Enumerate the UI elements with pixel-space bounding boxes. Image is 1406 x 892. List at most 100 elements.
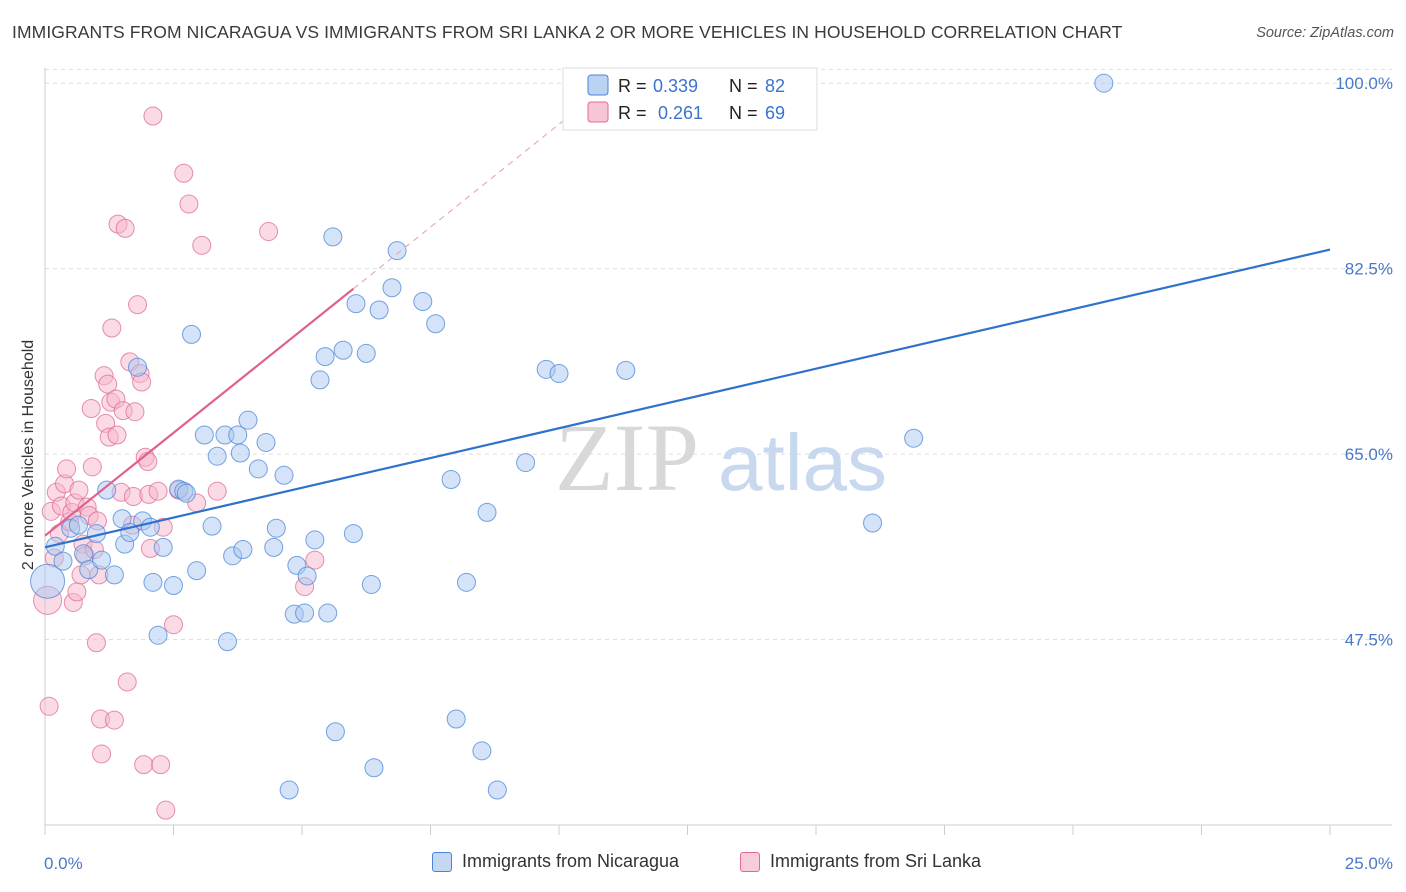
sri-lanka-point-45 <box>125 402 145 422</box>
sri-lanka-point-51 <box>138 452 158 472</box>
nicaragua-trend-line <box>44 248 1331 549</box>
legend-n-label-1: N = <box>729 76 758 96</box>
nicaragua-point-58 <box>369 300 389 320</box>
nicaragua-point-62 <box>426 314 446 334</box>
nicaragua-point-40 <box>274 465 294 485</box>
nicaragua-point-34 <box>233 539 253 559</box>
nicaragua-point-51 <box>325 722 345 742</box>
y-tick-label-0: 47.5% <box>1345 631 1393 650</box>
sri-lanka-point-54 <box>143 106 163 126</box>
nicaragua-point-68 <box>487 780 507 800</box>
sri-lanka-point-46 <box>128 295 148 315</box>
nicaragua-point-26 <box>194 425 214 445</box>
nicaragua-point-4 <box>68 515 88 535</box>
nicaragua-point-75 <box>1094 73 1114 93</box>
sri-lanka-point-41 <box>117 672 137 692</box>
nicaragua-point-2 <box>53 551 73 571</box>
sri-lanka-point-1 <box>39 696 59 716</box>
legend-r-value-1: 0.339 <box>653 76 698 96</box>
nicaragua-point-52 <box>333 340 353 360</box>
sri-lanka-point-49 <box>134 755 154 775</box>
nicaragua-point-35 <box>238 410 258 430</box>
sri-lanka-point-33 <box>102 318 122 338</box>
nicaragua-point-47 <box>310 370 330 390</box>
nicaragua-point-20 <box>164 576 183 596</box>
sri-lanka-point-66 <box>259 222 279 242</box>
sri-lanka-trend-extension <box>353 115 570 290</box>
legend-item-nicaragua: Immigrants from Nicaragua <box>432 851 679 872</box>
sri-lanka-point-36 <box>107 425 127 445</box>
y-tick-labels: 47.5% 65.0% 82.5% 100.0% <box>1335 74 1393 649</box>
sri-lanka-point-56 <box>151 755 171 775</box>
sri-lanka-point-59 <box>164 615 183 635</box>
nicaragua-point-60 <box>387 241 407 261</box>
legend-n-label-2: N = <box>729 103 758 123</box>
nicaragua-point-61 <box>413 291 433 311</box>
y-tick-label-1: 65.0% <box>1345 445 1393 464</box>
trend-lines <box>44 115 1331 549</box>
nicaragua-point-38 <box>264 537 284 557</box>
nicaragua-point-72 <box>616 360 636 380</box>
sri-lanka-point-68 <box>305 550 325 570</box>
nicaragua-point-9 <box>97 480 117 500</box>
nicaragua-point-59 <box>382 278 402 298</box>
sri-lanka-point-62 <box>179 194 199 214</box>
legend-swatch-nicaragua-bottom <box>432 851 452 872</box>
sri-lanka-point-40 <box>115 218 135 238</box>
sri-lanka-point-34 <box>104 710 124 730</box>
legend-swatch-sri-lanka <box>587 101 609 123</box>
nicaragua-point-45 <box>297 566 317 586</box>
nicaragua-point-63 <box>441 470 461 490</box>
legend-label-nicaragua: Immigrants from Nicaragua <box>462 851 680 871</box>
nicaragua-point-65 <box>456 572 476 592</box>
sri-lanka-point-23 <box>86 633 106 653</box>
nicaragua-point-6 <box>79 560 99 580</box>
sri-lanka-point-58 <box>156 800 176 820</box>
nicaragua-point-24 <box>181 324 201 344</box>
chart-title: IMMIGRANTS FROM NICARAGUA VS IMMIGRANTS … <box>12 22 1123 42</box>
nicaragua-point-23 <box>176 483 196 503</box>
sri-lanka-point-30 <box>98 374 118 394</box>
nicaragua-point-17 <box>143 572 163 592</box>
nicaragua-point-0 <box>30 563 66 599</box>
sri-lanka-point-27 <box>92 744 112 764</box>
sri-lanka-point-8 <box>57 459 77 479</box>
nicaragua-point-74 <box>904 428 924 448</box>
nicaragua-point-64 <box>446 709 466 729</box>
nicaragua-point-5 <box>74 544 94 564</box>
nicaragua-point-18 <box>148 625 168 645</box>
nicaragua-point-69 <box>516 453 536 473</box>
nicaragua-point-73 <box>863 513 883 533</box>
legend-r-label-2: R = <box>618 103 647 123</box>
x-tick-labels: 0.0% 25.0% <box>44 854 1393 873</box>
y-tick-label-2: 82.5% <box>1345 260 1393 279</box>
legend-item-sri-lanka: Immigrants from Sri Lanka <box>740 851 981 872</box>
nicaragua-point-44 <box>295 603 315 623</box>
watermark-atlas: atlas <box>718 418 887 507</box>
watermark-zip: ZIP <box>555 404 699 511</box>
nicaragua-point-50 <box>323 227 343 247</box>
nicaragua-point-53 <box>343 524 363 544</box>
nicaragua-point-54 <box>346 294 366 314</box>
nicaragua-point-37 <box>256 432 276 452</box>
legend-label-sri-lanka: Immigrants from Sri Lanka <box>770 851 982 871</box>
sri-lanka-point-21 <box>82 457 102 477</box>
nicaragua-point-49 <box>318 603 338 623</box>
nicaragua-point-71 <box>549 364 569 384</box>
sri-lanka-trend-line <box>44 287 355 537</box>
nicaragua-point-8 <box>92 550 112 570</box>
legend-r-value-2: 0.261 <box>658 103 703 123</box>
nicaragua-point-28 <box>207 446 227 466</box>
nicaragua-point-67 <box>477 502 497 522</box>
sri-lanka-point-61 <box>174 163 194 183</box>
watermark: ZIP atlas <box>555 404 887 511</box>
sri-lanka-point-64 <box>192 235 212 255</box>
nicaragua-point-25 <box>187 561 207 581</box>
nicaragua-point-19 <box>153 537 173 557</box>
sri-lanka-point-65 <box>207 481 227 501</box>
nicaragua-point-33 <box>230 443 250 463</box>
y-tick-label-3: 100.0% <box>1335 74 1393 93</box>
sri-lanka-point-14 <box>69 480 89 500</box>
nicaragua-point-27 <box>202 516 222 536</box>
